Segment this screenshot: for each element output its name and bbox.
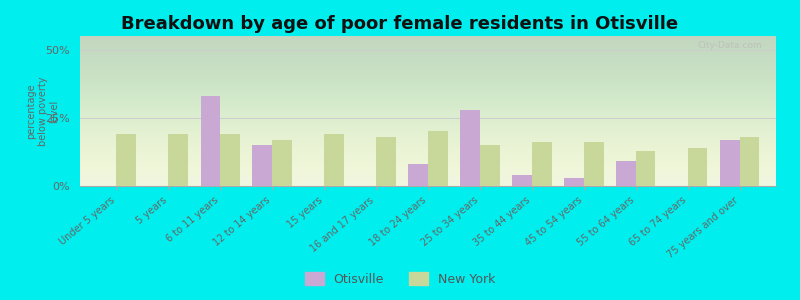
Bar xyxy=(116,134,136,186)
Bar xyxy=(253,145,272,186)
Bar xyxy=(408,164,428,186)
Bar xyxy=(616,161,636,186)
Bar xyxy=(428,131,448,186)
Bar xyxy=(720,140,740,186)
Y-axis label: percentage
below poverty
level: percentage below poverty level xyxy=(26,76,59,146)
Text: City-Data.com: City-Data.com xyxy=(698,40,762,50)
Bar xyxy=(272,140,292,186)
Bar xyxy=(376,137,396,186)
Bar xyxy=(512,175,532,186)
Bar xyxy=(220,134,240,186)
Bar xyxy=(480,145,500,186)
Bar xyxy=(201,96,220,186)
Bar xyxy=(324,134,344,186)
Bar xyxy=(564,178,584,186)
Bar xyxy=(636,151,655,186)
Legend: Otisville, New York: Otisville, New York xyxy=(300,267,500,291)
Bar xyxy=(460,110,480,186)
Bar xyxy=(532,142,552,186)
Bar xyxy=(168,134,188,186)
Bar xyxy=(584,142,603,186)
Text: Breakdown by age of poor female residents in Otisville: Breakdown by age of poor female resident… xyxy=(122,15,678,33)
Bar xyxy=(688,148,707,186)
Bar xyxy=(740,137,759,186)
